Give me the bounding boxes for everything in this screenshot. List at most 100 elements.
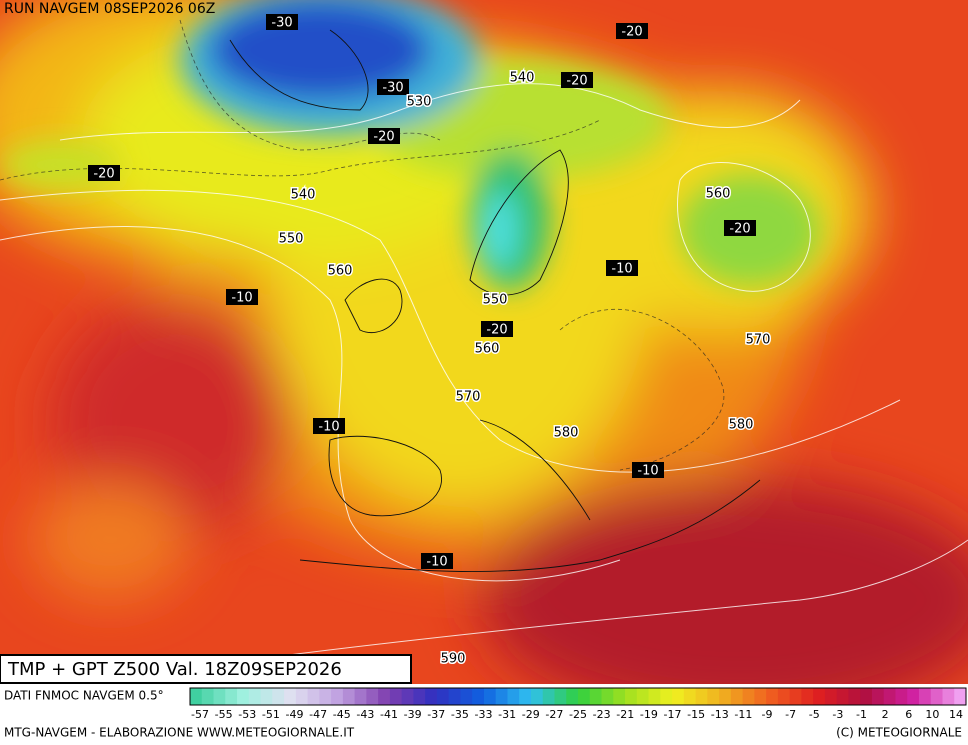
colorbar-swatch [436, 688, 450, 705]
colorbar-swatch [260, 688, 273, 705]
colorbar-swatch [284, 688, 297, 705]
temperature-label: -30 [382, 81, 403, 96]
colorbar-label: -45 [333, 708, 351, 721]
colorbar-swatch [295, 688, 309, 705]
height-label: 560 [706, 187, 731, 202]
temperature-label: -20 [486, 323, 507, 338]
colorbar-label: -3 [832, 708, 843, 721]
colorbar-swatch [895, 688, 908, 705]
temperature-label: -10 [318, 420, 339, 435]
label-box [368, 128, 400, 144]
colorbar-label: -5 [809, 708, 820, 721]
colorbar-swatch [942, 688, 955, 705]
temperature-label: -10 [231, 291, 252, 306]
colorbar-label: 10 [925, 708, 939, 721]
height-label: 530 [407, 95, 432, 110]
colorbar-swatch [213, 688, 226, 705]
height-label: 560 [328, 264, 353, 279]
height-label: 540 [510, 71, 535, 86]
colorbar-swatch [648, 688, 661, 705]
colorbar-swatch [378, 688, 391, 705]
colorbar-label: -55 [215, 708, 233, 721]
colorbar-label: -27 [545, 708, 563, 721]
colorbar-swatch [413, 688, 426, 705]
colorbar-swatch [366, 688, 379, 705]
colorbar-label: -25 [569, 708, 587, 721]
colorbar-swatch [860, 688, 873, 705]
temperature-label: -20 [621, 25, 642, 40]
height-label: 580 [729, 418, 754, 433]
temperature-label: -20 [93, 167, 114, 182]
colorbar-swatch [542, 688, 555, 705]
colorbar-swatch [730, 688, 744, 705]
colorbar-swatch [519, 688, 532, 705]
height-label: 550 [483, 293, 508, 308]
colorbar-label: -9 [762, 708, 773, 721]
colorbar-swatch [530, 688, 544, 705]
colorbar-swatch [719, 688, 732, 705]
colorbar-swatch [401, 688, 414, 705]
label-box [481, 321, 513, 337]
colorbar-swatch [672, 688, 685, 705]
colorbar-swatch [319, 688, 332, 705]
colorbar-swatch [613, 688, 626, 705]
footer-left: MTG-NAVGEM - ELABORAZIONE WWW.METEOGIORN… [4, 726, 355, 740]
colorbar-swatch [566, 688, 579, 705]
label-box [421, 553, 453, 569]
temperature-label: -10 [637, 464, 658, 479]
data-source: DATI FNMOC NAVGEM 0.5° [4, 689, 164, 703]
colorbar-label: -53 [238, 708, 256, 721]
label-box [313, 418, 345, 434]
colorbar-swatch [742, 688, 755, 705]
colorbar-label: -33 [475, 708, 493, 721]
colorbar-swatch [425, 688, 438, 705]
colorbar-swatch [307, 688, 320, 705]
height-label: 560 [475, 342, 500, 357]
colorbar-swatch [354, 688, 367, 705]
colorbar-label: -29 [522, 708, 540, 721]
colorbar-label: -57 [191, 708, 209, 721]
colorbar-label: -43 [356, 708, 374, 721]
height-label: 590 [441, 652, 466, 667]
colorbar-swatch [766, 688, 779, 705]
colorbar-swatch [472, 688, 485, 705]
colorbar-swatch [460, 688, 473, 705]
colorbar-label: -37 [427, 708, 445, 721]
colorbar-swatch [683, 688, 697, 705]
colorbar-swatch [190, 688, 203, 705]
colorbar-label: -1 [856, 708, 867, 721]
title-box [0, 654, 412, 684]
colorbar-swatch [625, 688, 638, 705]
colorbar-swatch [660, 688, 673, 705]
colorbar-label: -35 [451, 708, 469, 721]
colorbar-swatch [789, 688, 802, 705]
colorbar-swatch [331, 688, 344, 705]
colorbar: -57 -55 -53 -51 -49 -47 -45 -43 -41 -39 -37 -35 -33-… [189, 687, 967, 721]
label-box [266, 14, 298, 30]
height-label: 550 [279, 232, 304, 247]
colorbar-swatch [848, 688, 861, 705]
colorbar-swatch [813, 688, 826, 705]
label-box [377, 79, 409, 95]
label-box [724, 220, 756, 236]
colorbar-label: -41 [380, 708, 398, 721]
temperature-label: -20 [729, 222, 750, 237]
colorbar-label: 14 [949, 708, 963, 721]
colorbar-swatch [248, 688, 262, 705]
colorbar-swatch [824, 688, 838, 705]
colorbar-swatch [836, 688, 849, 705]
map-title: TMP + GPT Z500 Val. 18Z09SEP2026 [7, 659, 342, 680]
temperature-label: -20 [373, 130, 394, 145]
colorbar-label: -7 [785, 708, 796, 721]
label-box [616, 23, 648, 39]
colorbar-swatch [954, 688, 967, 705]
colorbar-label: -23 [593, 708, 611, 721]
temperature-label: -20 [566, 74, 587, 89]
footer-right: (C) METEOGIORNALE [836, 726, 962, 740]
colorbar-label: -51 [262, 708, 280, 721]
temperature-label: -10 [426, 555, 447, 570]
colorbar-label: 6 [905, 708, 912, 721]
colorbar-swatch [930, 688, 943, 705]
